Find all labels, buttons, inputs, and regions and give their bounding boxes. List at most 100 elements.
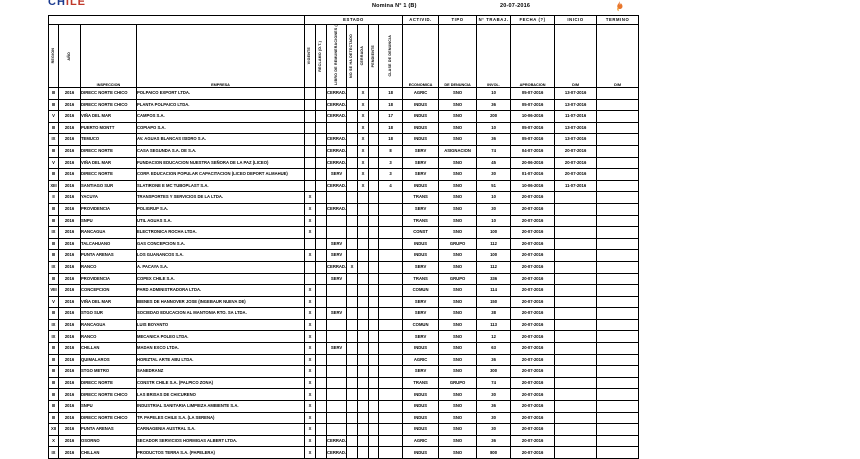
cell-ano: 2016	[58, 318, 81, 332]
cell-reclamo	[315, 330, 327, 344]
cell-libro	[325, 376, 348, 390]
cell-dm1	[554, 342, 598, 355]
table-row[interactable]: IX 2016 RANCAGUA LUIS BOYANTO X COMUN SNO 113 20…	[48, 318, 640, 332]
cell-reclamo	[315, 191, 327, 204]
table-row[interactable]: III 2016 CHILLAN MADAN EXCO LTDA. X SERV INDUS…	[48, 342, 640, 355]
cell-inspeccion: VIÑA DEL MAR	[80, 110, 137, 123]
cell-aprobacion: 20-07-2016	[510, 411, 556, 425]
table-row[interactable]: IX 2016 RANCAGUA ELECTRONICA ROCHA LTDA. X CO…	[48, 226, 640, 239]
cell-ano: 2016	[58, 144, 81, 158]
cell-empresa: INDUSTRIAL SANITARIA LIMPIEZA AMBIENTE S…	[136, 400, 305, 413]
cell-aprobacion: 20-07-2016	[510, 388, 556, 402]
cell-cerrada: X	[357, 133, 370, 146]
cell-clase: 18	[378, 98, 404, 112]
cell-ano: 2016	[58, 133, 81, 146]
cell-libro	[325, 318, 348, 332]
cell-dm1	[554, 237, 598, 251]
table-row[interactable]: X 2016 OSORNO SECADOR SERVICIOS HORMIGAS AL…	[48, 434, 640, 448]
cell-economica: INDUS	[402, 133, 440, 146]
cell-empresa: TP. PAPELES CHILE S.A. (LA SERENA)	[136, 411, 305, 425]
cell-pendiente	[368, 284, 380, 297]
table-row[interactable]: III 2016 PUERTO MONTT COPIAPO S.A. X 18 INDUS S…	[48, 121, 640, 135]
cell-nodetect	[346, 168, 359, 181]
cell-libro: CERRAD.	[325, 133, 348, 146]
table-row[interactable]: V 2016 VIÑA DEL MAR FUNDACION EDUCACION NUE…	[48, 156, 640, 170]
table-row[interactable]: III 2016 SNPU INDUSTRIAL SANITARIA LIMPIEZA…	[48, 400, 640, 413]
table-row[interactable]: III 2016 DIRECC NORTE CONSTR CHILE S.A. (PA…	[48, 376, 640, 390]
cell-clase	[378, 284, 404, 297]
cell-region: XII	[48, 423, 59, 436]
cell-region: III	[48, 249, 59, 262]
cell-ano: 2016	[58, 411, 81, 425]
table-row[interactable]: III 2016 DIRECC NORTE CHICO LAS BRISAS DE C…	[48, 388, 640, 402]
table-row[interactable]: XIII 2016 SANTIAGO SUR SLATIRONE E MC TUBOP…	[48, 179, 640, 193]
cell-pendiente	[368, 214, 380, 228]
cell-region: III	[48, 87, 59, 100]
table-row[interactable]: III 2016 SNPU UTIL AGUAS S.A. X TRANS SNO 10 20-…	[48, 214, 640, 228]
table-row[interactable]: IX 2016 RANCO A. PACAYA S.A. CERRAD. X SERV SNO…	[48, 260, 640, 274]
table-row[interactable]: II 2016 YACUYA TRANSPORTES Y SERVICIOS DE L…	[48, 191, 640, 204]
cell-involu: 100	[476, 226, 512, 239]
cell-aprobacion: 20-07-2016	[510, 260, 556, 274]
cell-region: III	[48, 168, 59, 181]
cell-empresa: MECANICA POLEO LTDA.	[136, 330, 305, 344]
cell-inspeccion: CHILLAN	[80, 446, 137, 459]
column-header-inspeccion: INSPECCION	[80, 24, 137, 88]
cell-region: IX	[48, 133, 59, 146]
table-row[interactable]: III 2016 DIRECC NORTE CORP. EDUCACION POPUL…	[48, 168, 640, 181]
cell-inspeccion: DIRECC NORTE	[80, 376, 137, 390]
cell-pendiente	[368, 295, 380, 309]
table-row[interactable]: III 2016 TALCAHUANO GAS CONCEPCION S.A. SERV…	[48, 237, 640, 251]
column-header-label: REGION	[50, 48, 55, 64]
table-row[interactable]: III 2016 PROVIDENCIA POLIGRUP S.A. X CERRAD. S…	[48, 202, 640, 216]
cell-aprobacion: 20-06-2016	[510, 156, 556, 170]
table-row[interactable]: III 2016 DIRECC NORTE CHICO TP. PAPELES CHI…	[48, 411, 640, 425]
cell-empresa: CARNAGENIA AUSTRAL S.A.	[136, 423, 305, 436]
table-row[interactable]: VIII 2016 CONCEPCION PARD ADMINISTRADORA LT…	[48, 284, 640, 297]
table-row[interactable]: III 2016 PROVIDENCIA COPEX CHILE S.A. SERV TR…	[48, 272, 640, 286]
cell-libro	[325, 411, 348, 425]
cell-empresa: SOCIEDAD EDUCACION AL MANTONIA RTO. SA L…	[136, 307, 305, 320]
table-row[interactable]: V 2016 VIÑA DEL MAR BIENES DE HANNOVER JOSE…	[48, 295, 640, 309]
table-row[interactable]: IX 2016 TEMUCO AV. AGUAS BLANCAS ISIDRO S.A…	[48, 133, 640, 146]
table-row[interactable]: III 2016 STGO METRO SANEDRANZ X SERV SNO 300 20-…	[48, 365, 640, 378]
column-header-libro: LIBRO DE REMUNERACIONES (L.R.T.)	[325, 24, 348, 88]
cell-involu: 36	[476, 98, 512, 112]
cell-dm1: 13-07-2016	[554, 133, 598, 146]
table-row[interactable]: III 2016 DIRECC NORTE CHICO POLPAICO EXPORT…	[48, 87, 640, 100]
cell-economica: COMUN	[402, 318, 440, 332]
cell-libro	[325, 400, 348, 413]
column-header-label: EMPRESA	[211, 82, 230, 87]
column-header-involu: INVOL.	[476, 24, 512, 88]
cell-involu: 38	[476, 307, 512, 320]
cell-denuncia: SNO	[438, 434, 478, 448]
table-row[interactable]: IX 2016 CHILLAN PRODUCTOS TERRA S.A. (PAPEL…	[48, 446, 640, 459]
cell-aprobacion: 20-07-2016	[510, 423, 556, 436]
cell-aprobacion: 20-07-2016	[510, 307, 556, 320]
cell-inspeccion: CONCEPCION	[80, 284, 137, 297]
cell-inspeccion: SANTIAGO SUR	[80, 179, 137, 193]
cell-nodetect	[346, 214, 359, 228]
cell-empresa: UTIL AGUAS S.A.	[136, 214, 305, 228]
cell-ano: 2016	[58, 249, 81, 262]
cell-inspeccion: STGO METRO	[80, 365, 137, 378]
cell-dm1	[554, 226, 598, 239]
cell-vigente: X	[304, 434, 316, 448]
cell-pendiente	[368, 226, 380, 239]
cell-ano: 2016	[58, 284, 81, 297]
cell-clase	[378, 249, 404, 262]
table-row[interactable]: III 2016 STGO SUR SOCIEDAD EDUCACION AL MAN…	[48, 307, 640, 320]
cell-reclamo	[315, 260, 327, 274]
cell-nodetect	[346, 237, 359, 251]
table-row[interactable]: III 2016 PUNTA ARENAS LOS GUANANCOS S.A. X SE…	[48, 249, 640, 262]
cell-involu: 45	[476, 156, 512, 170]
cell-ano: 2016	[58, 376, 81, 390]
cell-aprobacion: 01-07-2016	[510, 168, 556, 181]
table-row[interactable]: V 2016 VIÑA DEL MAR CAMPOS S.A. CERRAD. X 17 IN…	[48, 110, 640, 123]
table-row[interactable]: IX 2016 RANCO MECANICA POLEO LTDA. X SERV SNO 1…	[48, 330, 640, 344]
table-row[interactable]: III 2016 QUIMALAROS HORIZTAL ARTE ABU LTDA.…	[48, 353, 640, 367]
cell-denuncia: SNO	[438, 295, 478, 309]
table-row[interactable]: III 2016 DIRECC NORTE CHICO PLANTA POLPAICO…	[48, 98, 640, 112]
table-row[interactable]: III 2016 DIRECC NORTE CASA SEGUNDA S.A. DE …	[48, 144, 640, 158]
table-row[interactable]: XII 2016 PUNTA ARENAS CARNAGENIA AUSTRAL S.…	[48, 423, 640, 436]
